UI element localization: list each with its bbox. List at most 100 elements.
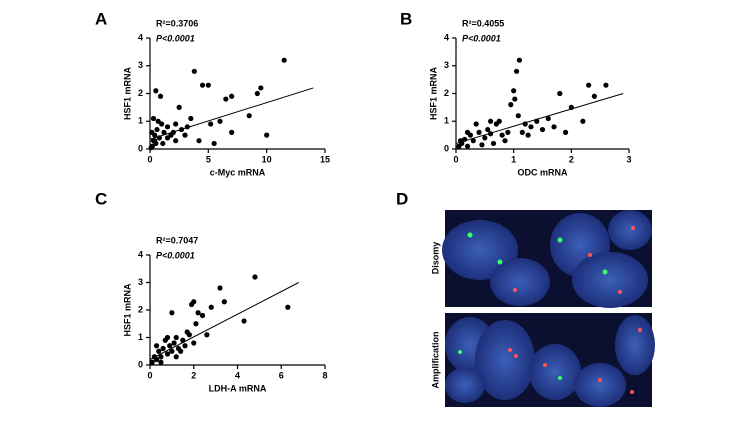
point <box>155 118 161 124</box>
point <box>199 312 206 319</box>
x-tick-label: 1 <box>511 154 516 164</box>
y-axis-label: HSF1 mRNA <box>122 283 132 337</box>
point <box>169 348 175 354</box>
point <box>496 118 502 124</box>
point <box>502 138 508 144</box>
point <box>241 318 247 324</box>
point <box>505 129 511 135</box>
point <box>191 299 197 305</box>
point <box>173 121 179 127</box>
point <box>458 138 464 144</box>
point <box>508 102 514 108</box>
point <box>196 138 202 144</box>
panel-label: B <box>400 9 412 28</box>
point <box>195 310 201 316</box>
point <box>188 115 194 122</box>
scatter-chart: A R²=0.3706 P<0.0001 0 5 10 15 0 1 2 3 4 c-Myc mRNA H… <box>95 9 330 177</box>
point <box>153 343 160 349</box>
x-tick-label: 15 <box>320 154 330 164</box>
point <box>545 115 551 122</box>
point <box>149 129 155 135</box>
y-tick-label: 4 <box>138 32 143 42</box>
point <box>191 340 197 346</box>
x-axis-label: ODC mRNA <box>517 167 568 177</box>
point <box>149 359 155 365</box>
point <box>191 68 197 74</box>
x-tick-label: 2 <box>191 370 196 380</box>
point <box>204 332 210 338</box>
point <box>519 129 525 135</box>
point <box>246 113 252 119</box>
point <box>154 126 160 133</box>
x-tick-label: 4 <box>235 370 240 380</box>
annotation: R²=0.4055 <box>462 18 504 28</box>
point <box>208 304 214 310</box>
point <box>551 124 557 130</box>
point <box>182 343 188 349</box>
panel-label: C <box>95 189 107 208</box>
point <box>161 129 167 135</box>
annotation: P<0.0001 <box>156 33 195 43</box>
point <box>562 129 569 135</box>
point <box>534 118 540 124</box>
point <box>184 124 190 130</box>
point <box>164 135 171 141</box>
point <box>171 340 177 346</box>
y-axis-label: HSF1 mRNA <box>428 67 438 121</box>
point <box>156 135 162 141</box>
point <box>522 121 528 127</box>
annotation: R²=0.3706 <box>156 18 198 28</box>
y-tick-label: 1 <box>138 332 143 342</box>
x-tick-label: 10 <box>262 154 272 164</box>
point <box>473 121 479 127</box>
trend-line <box>149 87 314 140</box>
point <box>586 82 592 88</box>
point <box>178 348 184 354</box>
point <box>158 359 164 365</box>
point <box>156 348 162 354</box>
panel-label: D <box>396 189 408 208</box>
point <box>281 57 287 63</box>
y-axis-label: HSF1 mRNA <box>122 67 132 121</box>
point <box>173 138 179 144</box>
x-tick-label: 2 <box>569 154 574 164</box>
point <box>539 126 546 133</box>
point <box>153 356 160 363</box>
point <box>488 118 494 124</box>
point <box>180 337 186 343</box>
point <box>464 143 471 149</box>
point <box>178 126 185 133</box>
point <box>164 351 171 357</box>
point <box>511 88 517 94</box>
annotation: R²=0.7047 <box>156 235 198 245</box>
point <box>173 334 179 341</box>
point <box>221 299 227 305</box>
y-tick-label: 3 <box>444 60 449 70</box>
point <box>158 354 164 360</box>
point <box>470 138 476 144</box>
point <box>479 142 485 148</box>
point <box>152 138 158 144</box>
point <box>258 85 264 91</box>
point <box>482 135 488 141</box>
point <box>229 93 235 99</box>
point <box>160 140 166 147</box>
point <box>528 124 534 130</box>
y-tick-label: 0 <box>138 359 143 369</box>
x-tick-label: 0 <box>147 370 152 380</box>
point <box>164 334 171 341</box>
trend-line <box>455 93 624 144</box>
point <box>169 310 175 316</box>
y-tick-label: 2 <box>138 304 143 314</box>
point <box>160 345 166 352</box>
point <box>153 88 159 94</box>
point <box>159 121 165 127</box>
x-tick-label: 0 <box>147 154 152 164</box>
x-tick-label: 8 <box>322 370 327 380</box>
point <box>499 132 505 138</box>
point <box>264 132 270 138</box>
point <box>525 132 531 138</box>
point <box>167 343 173 349</box>
x-tick-label: 3 <box>626 154 631 164</box>
